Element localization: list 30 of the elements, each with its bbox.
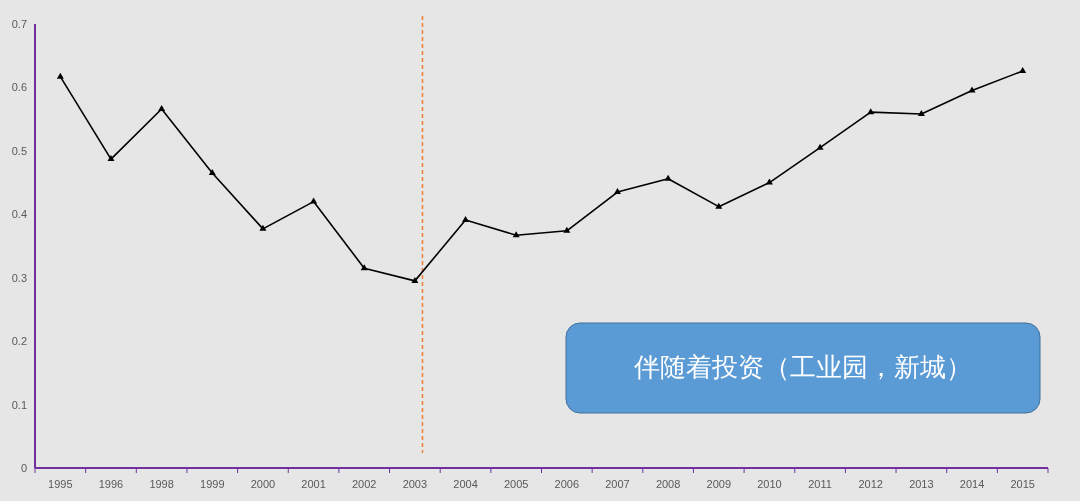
x-tick-label: 2001 (301, 478, 326, 490)
x-tick-label: 2005 (503, 478, 529, 490)
x-tick-label: 2014 (959, 478, 985, 490)
y-tick-label: 0.7 (11, 18, 27, 30)
x-tick-label: 2013 (909, 478, 934, 490)
x-tick-label: 1995 (48, 478, 73, 490)
y-tick-label: 0.1 (11, 398, 27, 411)
x-tick-label: 2011 (808, 478, 832, 490)
x-tick-label: 2012 (858, 478, 883, 490)
note: 伴随着投资（工业园，新城） (565, 322, 1041, 414)
x-tick-label: 2009 (706, 478, 732, 490)
x-tick-label: 1996 (98, 478, 124, 490)
x-tick-label: 2008 (655, 478, 681, 490)
x-tick-label: 2002 (351, 478, 377, 490)
x-tick-label: 2010 (757, 478, 782, 490)
y-tick-label: 0 (20, 462, 27, 474)
x-tick-label: 2015 (1010, 478, 1035, 490)
y-tick-label: 0.4 (11, 208, 27, 221)
x-tick-label: 2000 (250, 478, 276, 490)
y-tick-label: 0.5 (11, 144, 27, 157)
x-tick-label: 2007 (605, 478, 630, 490)
x-tick-label: 1999 (200, 478, 225, 490)
y-tick-label: 0.2 (11, 335, 27, 348)
annotation: 伴随着投资（工业园，新城） (634, 352, 972, 382)
x-tick-label: 2003 (402, 478, 428, 490)
x-tick-label: 1998 (149, 478, 174, 490)
x-tick-label: 2006 (554, 478, 580, 490)
y-tick-label: 0.3 (11, 271, 27, 284)
y-tick-label: 0.6 (11, 81, 27, 94)
x-tick-label: 2004 (453, 478, 478, 490)
